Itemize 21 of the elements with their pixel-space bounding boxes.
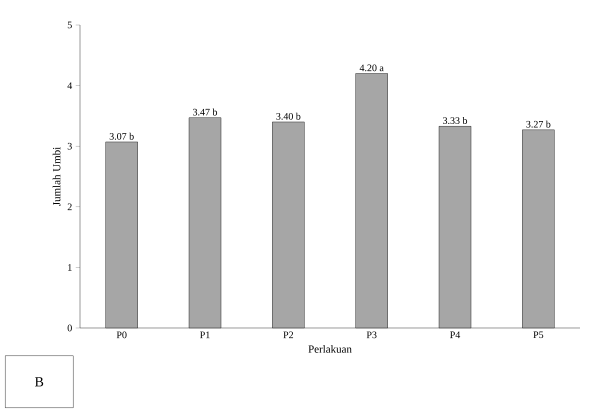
text: B — [34, 377, 44, 386]
data-label: 3.40 b — [276, 112, 300, 120]
x-tick-label: P1 — [200, 332, 210, 338]
x-axis-title: Perlakuan — [308, 345, 352, 353]
data-label: 4.20 a — [360, 64, 384, 72]
y-tick-label: 4 — [67, 82, 72, 89]
x-tick-label: P4 — [450, 332, 460, 338]
x-tick-label: P2 — [283, 332, 294, 338]
data-label: 3.27 b — [526, 120, 550, 128]
y-tick-label: 0 — [68, 324, 72, 332]
y-tick-label: 2 — [68, 204, 72, 210]
x-tick-label: P3 — [366, 332, 377, 338]
y-axis-title: Jumlah Umbi — [52, 147, 60, 206]
x-tick-label: P0 — [116, 332, 127, 338]
y-tick-label: 5 — [68, 22, 72, 28]
data-label: 3.47 b — [193, 108, 218, 116]
y-tick-label: 3 — [68, 142, 72, 150]
x-tick-label: P5 — [533, 332, 544, 338]
data-label: 3.33 b — [443, 116, 468, 124]
data-label: 3.07 b — [110, 132, 134, 140]
y-tick-label: 1 — [68, 264, 72, 271]
